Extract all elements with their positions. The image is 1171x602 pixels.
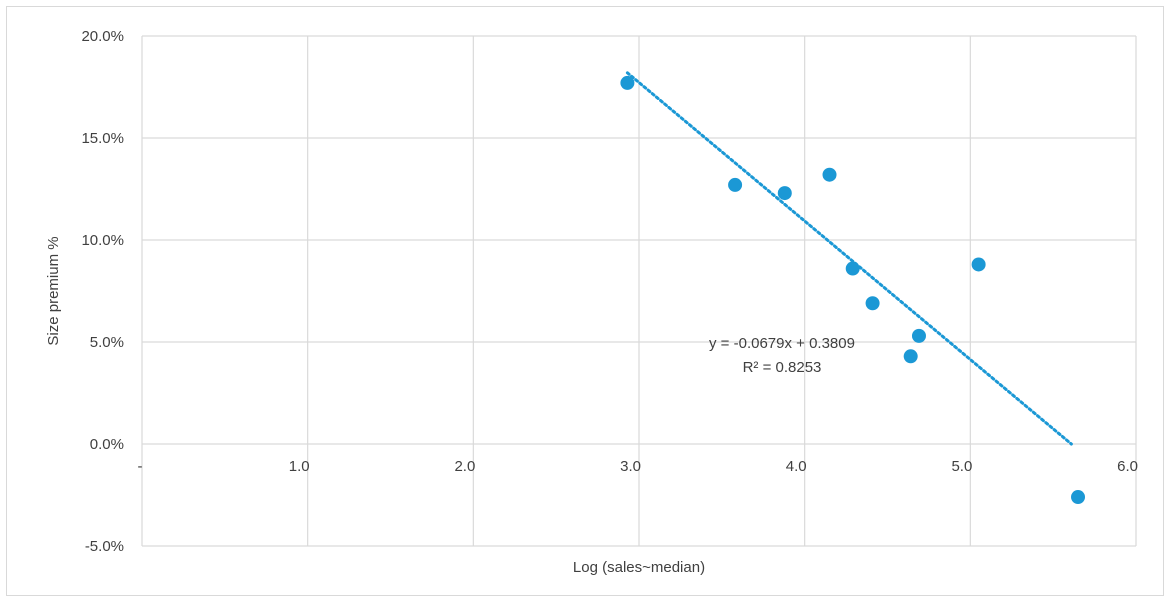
trendline-r-squared: R² = 0.8253 xyxy=(743,359,822,376)
y-tick-label: 20.0% xyxy=(81,28,124,45)
tick-labels: - 1.0 2.0 3.0 4.0 5.0 6.0 -5.0% 0.0% 5.0% 10.0% 15.… xyxy=(81,28,1138,555)
x-tick-label: 3.0 xyxy=(620,458,641,475)
chart-frame xyxy=(6,6,1164,596)
trendline-layer xyxy=(625,71,1073,446)
trendline-equation: y = -0.0679x + 0.3809 xyxy=(709,335,855,352)
x-axis-title: Log (sales~median) xyxy=(573,559,705,576)
data-point xyxy=(620,75,635,90)
data-point xyxy=(911,328,926,343)
data-point xyxy=(971,257,986,272)
data-point xyxy=(777,186,792,201)
grid-layer xyxy=(141,35,1137,547)
x-tick-label: 2.0 xyxy=(454,458,475,475)
y-tick-label: 10.0% xyxy=(81,232,124,249)
y-axis-title: Size premium % xyxy=(45,236,62,345)
x-tick-label: 4.0 xyxy=(786,458,807,475)
y-tick-label: 5.0% xyxy=(90,334,124,351)
data-point xyxy=(865,296,880,311)
data-point xyxy=(1071,490,1086,505)
x-tick-label: 1.0 xyxy=(289,458,310,475)
y-tick-label: -5.0% xyxy=(85,538,124,555)
y-tick-label: 0.0% xyxy=(90,436,124,453)
data-point xyxy=(903,349,918,364)
data-points xyxy=(620,75,1086,505)
y-tick-label: 15.0% xyxy=(81,130,124,147)
trendline xyxy=(625,71,1073,446)
x-tick-label: 5.0 xyxy=(951,458,972,475)
x-tick-label: 6.0 xyxy=(1117,458,1138,475)
data-point xyxy=(728,177,743,192)
data-point xyxy=(845,261,860,276)
data-point xyxy=(822,167,837,182)
x-tick-label: - xyxy=(138,458,143,475)
